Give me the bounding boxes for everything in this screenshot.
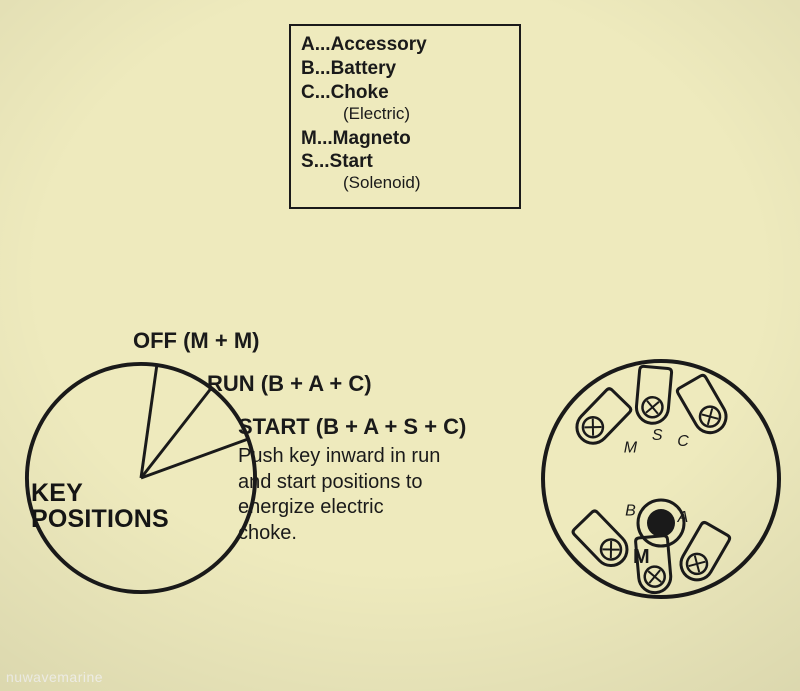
legend-row-c: C...Choke	[301, 82, 509, 104]
label-start: START (B + A + S + C)	[238, 414, 466, 440]
legend-name: Battery	[331, 58, 396, 79]
legend-code: A	[301, 34, 315, 55]
watermark: nuwavemarine	[6, 669, 103, 685]
legend-row-a: A...Accessory	[301, 34, 509, 56]
legend-code: C	[301, 82, 315, 103]
key-positions-diagram	[23, 360, 259, 596]
legend-name: Accessory	[331, 34, 427, 55]
legend-name: Start	[330, 151, 373, 172]
svg-text:M: M	[633, 546, 650, 568]
instruction-text: Push key inward in run and start positio…	[238, 444, 448, 546]
legend-code: S	[301, 151, 314, 172]
terminal-diagram: CSMAMBM	[540, 358, 782, 600]
legend-code: M	[301, 128, 317, 149]
legend-row-s: S...Start	[301, 151, 509, 173]
legend-code: B	[301, 58, 315, 79]
legend-name: Choke	[331, 82, 389, 103]
title-line1: KEY	[31, 479, 83, 507]
legend-sub-s: (Solenoid)	[343, 173, 509, 193]
title-line2: POSITIONS	[31, 505, 169, 533]
svg-text:S: S	[652, 427, 663, 444]
svg-text:M: M	[624, 439, 638, 456]
legend-row-b: B...Battery	[301, 58, 509, 80]
svg-text:B: B	[625, 503, 636, 520]
legend-box: A...Accessory B...Battery C...Choke (Ele…	[289, 24, 521, 209]
legend-sub-c: (Electric)	[343, 104, 509, 124]
legend-row-m: M...Magneto	[301, 128, 509, 150]
key-positions-title: KEY POSITIONS	[31, 480, 169, 533]
svg-text:C: C	[677, 433, 689, 450]
label-off: OFF (M + M)	[133, 328, 259, 354]
legend-name: Magneto	[333, 128, 411, 149]
